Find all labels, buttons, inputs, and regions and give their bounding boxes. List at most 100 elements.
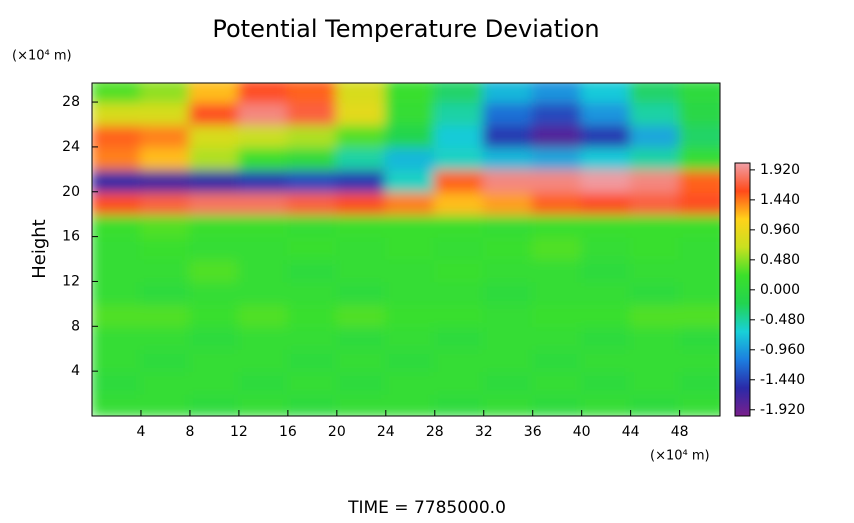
heat-cell <box>482 145 534 171</box>
heat-cell <box>629 392 681 416</box>
heat-cell <box>580 302 632 328</box>
heat-cell <box>335 168 387 193</box>
time-label: TIME = 7785000.0 <box>347 498 506 518</box>
heat-cell <box>286 347 338 373</box>
heat-cell <box>433 101 485 126</box>
heat-cell <box>335 123 387 148</box>
heat-cell <box>237 145 289 171</box>
heat-cell <box>384 347 436 373</box>
heat-cell <box>92 302 142 328</box>
heat-cell <box>286 302 338 328</box>
heat-cell <box>384 101 436 126</box>
x-tick-label: 8 <box>185 424 194 440</box>
heat-cell <box>92 101 142 126</box>
heat-cell <box>531 235 583 261</box>
heat-cell <box>286 190 338 216</box>
heat-cell <box>482 123 534 148</box>
heat-cell <box>678 145 720 171</box>
heat-cell <box>335 213 387 238</box>
heat-cell <box>678 302 720 328</box>
colorbar-tick-label: 0.480 <box>760 252 800 268</box>
colorbar-tick-label: -1.920 <box>760 402 805 418</box>
heat-cell <box>139 83 191 104</box>
x-tick-label: 32 <box>475 424 493 440</box>
heat-cell <box>237 370 289 395</box>
heat-cell <box>188 258 240 283</box>
heat-cell <box>482 101 534 126</box>
heat-cell <box>92 392 142 416</box>
heat-cell <box>629 83 681 104</box>
y-tick-label: 8 <box>71 318 80 334</box>
heat-cell <box>678 101 720 126</box>
heat-cell <box>629 123 681 148</box>
heat-cell <box>531 101 583 126</box>
heat-cell <box>629 258 681 283</box>
heat-cell <box>384 83 436 104</box>
heat-cell <box>286 83 338 104</box>
heat-cell <box>531 213 583 238</box>
heat-cell <box>531 145 583 171</box>
heat-cell <box>580 258 632 283</box>
heat-cell <box>286 145 338 171</box>
heat-cell <box>384 145 436 171</box>
heat-cell <box>580 392 632 416</box>
y-tick-label: 16 <box>62 229 80 245</box>
y-tick-label: 28 <box>62 94 80 110</box>
heat-cell <box>482 213 534 238</box>
heat-cell <box>335 258 387 283</box>
heat-cell <box>139 168 191 193</box>
heat-cell <box>433 145 485 171</box>
heat-cell <box>433 190 485 216</box>
heat-cell <box>188 347 240 373</box>
heat-cell <box>286 258 338 283</box>
heat-cell <box>188 101 240 126</box>
heat-cell <box>335 145 387 171</box>
heat-cell <box>335 83 387 104</box>
heat-cell <box>629 168 681 193</box>
heat-cell <box>384 213 436 238</box>
x-tick-label: 16 <box>279 424 297 440</box>
heat-cell <box>92 370 142 395</box>
heat-cell <box>384 168 436 193</box>
heat-cell <box>482 370 534 395</box>
heat-cell <box>531 370 583 395</box>
colorbar-tick-label: -0.480 <box>760 312 805 328</box>
heat-cell <box>531 392 583 416</box>
heatmap <box>92 83 720 416</box>
heat-cell <box>482 258 534 283</box>
x-tick-label: 44 <box>622 424 640 440</box>
heat-cell <box>92 325 142 350</box>
heat-cell <box>335 280 387 305</box>
heat-cell <box>482 325 534 350</box>
heat-cell <box>286 370 338 395</box>
heat-cell <box>433 392 485 416</box>
heat-cell <box>139 370 191 395</box>
heat-cell <box>92 83 142 104</box>
plot-frame <box>91 82 721 417</box>
heat-cell <box>580 370 632 395</box>
heat-cell <box>629 101 681 126</box>
heat-cell <box>629 235 681 261</box>
heat-cell <box>188 370 240 395</box>
y-units: (×10⁴ m) <box>12 49 72 64</box>
heat-cell <box>678 370 720 395</box>
x-tick-label: 28 <box>426 424 444 440</box>
heat-cell <box>335 392 387 416</box>
heat-cell <box>678 280 720 305</box>
heat-cell <box>433 370 485 395</box>
heat-cell <box>580 213 632 238</box>
heat-cell <box>580 145 632 171</box>
heat-cell <box>580 347 632 373</box>
heat-cell <box>188 235 240 261</box>
heat-cell <box>335 325 387 350</box>
heat-cell <box>188 302 240 328</box>
heat-cell <box>580 325 632 350</box>
heat-cell <box>139 325 191 350</box>
heat-cell <box>433 302 485 328</box>
heat-cell <box>433 123 485 148</box>
heat-cell <box>482 302 534 328</box>
heat-cell <box>188 392 240 416</box>
heat-cell <box>531 280 583 305</box>
heat-cell <box>335 347 387 373</box>
heat-cell <box>237 302 289 328</box>
